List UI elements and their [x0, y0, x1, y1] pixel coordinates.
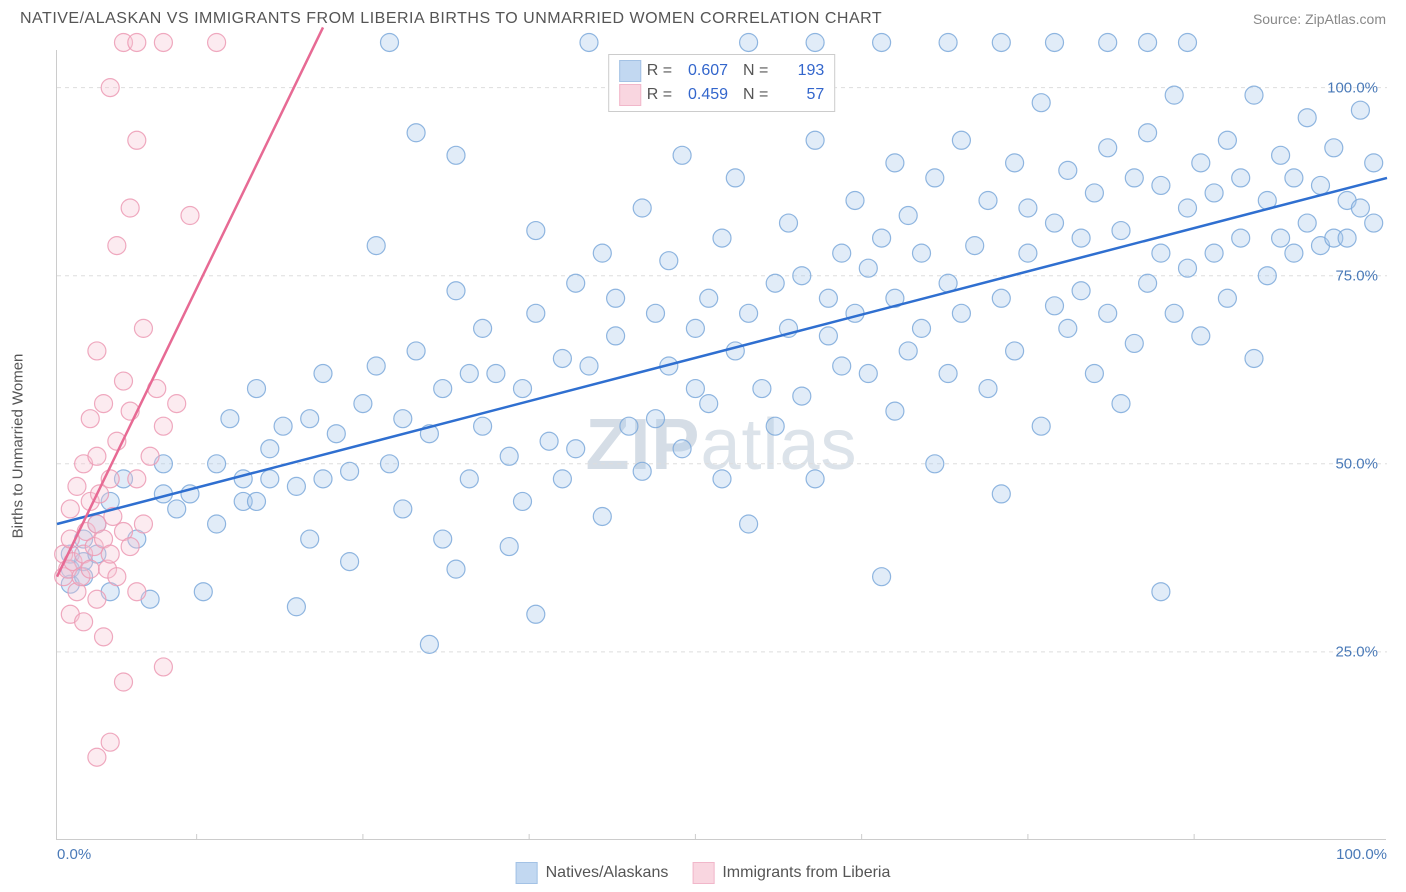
chart-plot-area: ZIPatlas R =0.607 N =193 R =0.459 N =57 … — [56, 50, 1386, 840]
n-value: 57 — [774, 83, 824, 107]
r-value: 0.607 — [678, 59, 728, 83]
y-axis-label: Births to Unmarried Women — [10, 354, 27, 539]
scatter-svg — [57, 50, 1387, 840]
source-label: Source: ZipAtlas.com — [1253, 11, 1386, 27]
correlation-legend: R =0.607 N =193 R =0.459 N =57 — [608, 54, 836, 112]
y-tick-label: 100.0% — [1327, 79, 1378, 96]
legend-row: R =0.607 N =193 — [619, 59, 825, 83]
swatch-icon — [516, 862, 538, 884]
swatch-icon — [692, 862, 714, 884]
legend-item: Immigrants from Liberia — [692, 862, 890, 884]
r-value: 0.459 — [678, 83, 728, 107]
chart-title: NATIVE/ALASKAN VS IMMIGRANTS FROM LIBERI… — [20, 10, 882, 28]
y-tick-label: 25.0% — [1335, 643, 1378, 660]
legend-item: Natives/Alaskans — [516, 862, 669, 884]
n-value: 193 — [774, 59, 824, 83]
y-tick-label: 75.0% — [1335, 267, 1378, 284]
series-legend: Natives/Alaskans Immigrants from Liberia — [516, 862, 891, 884]
x-tick-label: 0.0% — [57, 846, 91, 863]
swatch-icon — [619, 84, 641, 106]
legend-label: Immigrants from Liberia — [722, 864, 890, 882]
y-tick-label: 50.0% — [1335, 455, 1378, 472]
legend-row: R =0.459 N =57 — [619, 83, 825, 107]
legend-label: Natives/Alaskans — [546, 864, 669, 882]
x-tick-label: 100.0% — [1336, 846, 1387, 863]
swatch-icon — [619, 60, 641, 82]
